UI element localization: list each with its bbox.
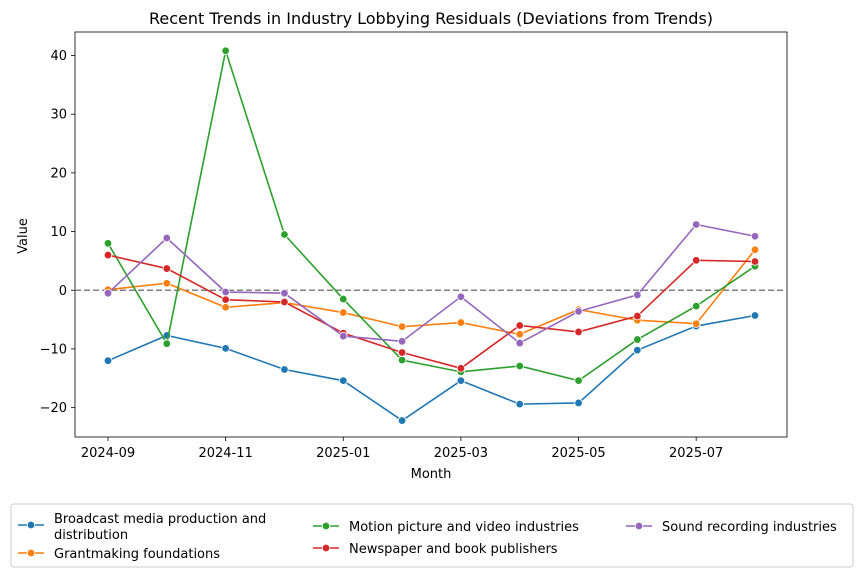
data-point	[221, 303, 230, 312]
y-tick-label: 40	[50, 49, 67, 64]
data-point	[397, 337, 407, 346]
y-tick-label: 0	[59, 284, 67, 299]
data-point	[103, 288, 113, 298]
series-line-1	[107, 249, 756, 336]
data-point	[162, 233, 172, 243]
data-point	[339, 294, 348, 304]
y-tick-label: −10	[40, 342, 67, 357]
x-axis-label: Month	[411, 467, 452, 482]
legend-swatch-marker	[26, 548, 36, 558]
data-point	[221, 46, 230, 55]
legend-entry-label: Sound recording industries	[662, 520, 837, 535]
data-point	[397, 416, 407, 425]
x-tick-label: 2025-05	[551, 446, 605, 461]
plot-area: 40 30 20 10 0 −10 −20 2024-09 2024-11 2025-01 2025…	[40, 31, 788, 461]
data-point	[456, 364, 466, 373]
series-line-3	[107, 254, 756, 370]
data-point	[162, 339, 172, 348]
legend-entry-label: Newspaper and book publishers	[349, 542, 558, 557]
data-point	[397, 348, 407, 357]
x-tick-label: 2025-03	[434, 446, 488, 461]
data-point	[456, 376, 466, 385]
series-line-2	[107, 47, 756, 382]
data-point	[691, 256, 701, 265]
data-point	[339, 331, 348, 341]
legend: Broadcast media production and distributi…	[10, 503, 854, 568]
data-point	[515, 330, 524, 339]
data-point	[103, 356, 113, 365]
data-point	[750, 257, 760, 266]
x-tick-label: 2025-01	[316, 446, 370, 461]
data-point	[221, 344, 230, 353]
data-point	[515, 321, 524, 330]
y-axis-label: Value	[16, 218, 31, 254]
legend-entry-label: Motion picture and video industries	[349, 520, 579, 535]
x-tick-label: 2025-07	[669, 446, 723, 461]
data-point	[280, 297, 289, 307]
data-point	[574, 327, 583, 337]
legend-entry-label: Grantmaking foundations	[54, 547, 220, 562]
data-point	[339, 308, 348, 317]
data-point	[280, 288, 289, 298]
chart-title: Recent Trends in Industry Lobbying Resid…	[149, 9, 713, 28]
y-tick-label: 10	[50, 225, 67, 240]
data-point	[456, 318, 466, 327]
data-point	[574, 398, 583, 408]
data-point	[103, 250, 113, 260]
data-point	[633, 345, 642, 355]
legend-swatch-marker	[634, 521, 644, 531]
data-point	[456, 292, 466, 301]
data-point	[515, 361, 524, 371]
x-tick-label: 2024-09	[81, 446, 135, 461]
data-point	[750, 245, 760, 254]
data-point	[162, 264, 172, 273]
data-point	[339, 376, 348, 385]
data-point	[633, 311, 642, 321]
y-tick-label: 20	[50, 166, 67, 181]
y-tick-label: −20	[40, 401, 67, 416]
data-point	[633, 335, 642, 344]
series-line-0	[107, 314, 756, 422]
data-point	[397, 355, 407, 365]
legend-entry-label: Broadcast media production and distributi…	[54, 512, 266, 543]
data-point	[103, 239, 113, 248]
data-point	[515, 338, 524, 348]
data-point	[750, 311, 760, 320]
data-point	[574, 307, 583, 316]
data-point	[691, 319, 701, 328]
data-point	[280, 230, 289, 239]
legend-box	[10, 503, 854, 568]
x-tick-label: 2024-11	[198, 446, 252, 461]
legend-swatch-marker	[321, 543, 331, 553]
data-point	[221, 287, 230, 297]
data-point	[280, 365, 289, 374]
data-point	[750, 232, 760, 241]
series-line-4	[107, 223, 756, 345]
data-point	[691, 220, 701, 229]
plot-frame	[74, 31, 788, 438]
y-tick-label: 30	[50, 108, 67, 123]
data-point	[515, 399, 524, 409]
data-point	[691, 301, 701, 311]
data-point	[221, 295, 230, 304]
data-point	[162, 279, 172, 288]
legend-swatch-marker	[26, 520, 36, 530]
data-point	[397, 322, 407, 331]
data-point	[633, 290, 642, 300]
legend-swatch-marker	[321, 521, 331, 531]
data-point	[574, 376, 583, 385]
